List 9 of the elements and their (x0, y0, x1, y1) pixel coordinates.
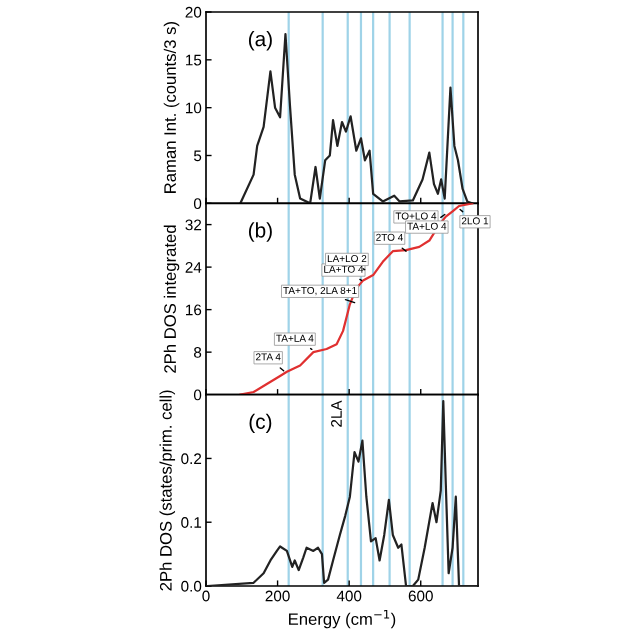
annotation: (b) (248, 222, 272, 242)
line-series (239, 32, 474, 204)
annotation: (a) (248, 30, 272, 51)
y-axis-title: Raman Int. (counts/3 s) (163, 22, 180, 193)
annotation: (c) (249, 413, 272, 434)
y-axis-title: 2Ph DOS (states/prim. cell) (159, 390, 176, 591)
x-axis-title: Energy (cm$^{−1}$) (289, 609, 396, 629)
line-series (206, 399, 478, 586)
y-axis-title: 2Ph DOS integrated (163, 225, 180, 373)
